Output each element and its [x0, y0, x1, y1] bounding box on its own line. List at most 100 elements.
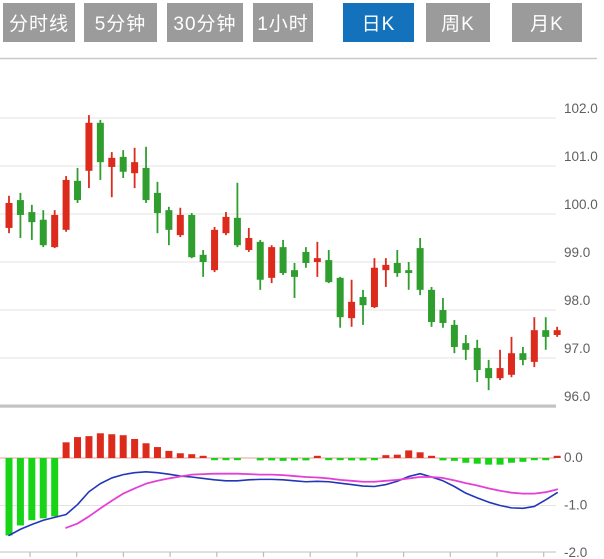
candle-body [370, 267, 378, 308]
macd-hist-bar [462, 458, 470, 463]
candle[interactable] [28, 204, 36, 240]
candle-body [530, 330, 538, 362]
macd-hist-bar [131, 439, 139, 458]
price-tick-label: 100.0 [564, 197, 598, 212]
macd-hist-bar [16, 458, 24, 526]
tab-daily[interactable]: 日K [343, 3, 414, 42]
candle[interactable] [553, 326, 561, 337]
candle[interactable] [119, 150, 127, 178]
macd-hist-bar [291, 458, 298, 461]
candle[interactable] [176, 207, 184, 238]
candle-body [348, 301, 356, 319]
candle[interactable] [153, 181, 161, 234]
candle-body [393, 262, 401, 274]
candle-body [462, 343, 470, 350]
candle[interactable] [108, 152, 116, 198]
candle[interactable] [473, 339, 481, 382]
candle-body [199, 254, 207, 262]
price-tick-label: 99.0 [564, 245, 590, 260]
candle[interactable] [96, 119, 104, 180]
tab-weekly[interactable]: 周K [426, 3, 490, 42]
candle[interactable] [5, 195, 13, 234]
candle-body [405, 270, 413, 274]
candle[interactable] [542, 317, 550, 350]
candle-body [39, 219, 47, 246]
candle[interactable] [85, 115, 93, 189]
candle[interactable] [462, 334, 470, 360]
candle[interactable] [211, 226, 219, 273]
candle[interactable] [245, 227, 253, 252]
tab-5min[interactable]: 5分钟 [84, 3, 157, 42]
tab-1hour[interactable]: 1小时 [253, 3, 313, 42]
candle-body [222, 216, 230, 234]
candle[interactable] [39, 210, 47, 248]
candle[interactable] [439, 298, 447, 328]
candle-body [85, 122, 93, 171]
candle[interactable] [405, 262, 413, 290]
candle-body [51, 214, 59, 248]
candle-body [211, 229, 219, 271]
candles [5, 115, 561, 391]
candle-body [473, 347, 481, 370]
macd-histogram [5, 433, 561, 536]
candle-body [496, 368, 504, 379]
price-gridlines [0, 117, 556, 359]
price-tick-label: 96.0 [564, 389, 590, 404]
tab-timeline[interactable]: 分时线 [3, 3, 75, 42]
macd-hist-bar [348, 458, 356, 461]
candle[interactable] [530, 317, 538, 368]
candle[interactable] [348, 279, 356, 327]
macd-hist-bar [313, 455, 321, 458]
tab-30min[interactable]: 30分钟 [167, 3, 243, 42]
candle-body [176, 214, 184, 236]
candle[interactable] [165, 206, 173, 246]
candle[interactable] [268, 245, 276, 284]
candle[interactable] [279, 239, 287, 275]
candle[interactable] [325, 250, 333, 284]
candle-body [313, 258, 321, 262]
candle-body [153, 192, 161, 214]
candle[interactable] [291, 262, 298, 298]
candle-body [439, 310, 447, 323]
macd-hist-bar [62, 442, 70, 458]
candle-body [553, 330, 561, 335]
candle[interactable] [416, 238, 424, 296]
candle[interactable] [233, 182, 241, 248]
candle[interactable] [188, 213, 196, 259]
candle[interactable] [199, 250, 207, 277]
candle[interactable] [370, 258, 378, 309]
candle-body [74, 180, 82, 201]
candle[interactable] [485, 359, 493, 391]
candle[interactable] [302, 247, 310, 268]
candle[interactable] [62, 176, 70, 232]
candle[interactable] [428, 286, 436, 327]
price-tick-label: 102.0 [564, 101, 598, 116]
candle[interactable] [51, 210, 59, 249]
macd-hist-bar [39, 458, 47, 519]
candle[interactable] [142, 146, 150, 203]
candle[interactable] [519, 346, 527, 366]
candle[interactable] [393, 250, 401, 277]
candle-body [16, 200, 24, 215]
tab-monthly[interactable]: 月K [512, 3, 582, 42]
macd-hist-bar [519, 458, 527, 462]
candle-body [302, 251, 310, 263]
macd-hist-bar [485, 458, 493, 465]
macd-hist-bar [428, 455, 436, 458]
candle[interactable] [131, 147, 139, 189]
candle[interactable] [256, 239, 264, 290]
candle[interactable] [382, 258, 390, 287]
candle-body [450, 324, 458, 347]
candle-body [5, 202, 13, 228]
candle[interactable] [359, 289, 367, 325]
candle[interactable] [336, 276, 344, 328]
macd-hist-bar [268, 458, 276, 461]
candle[interactable] [496, 349, 504, 381]
candle[interactable] [222, 212, 230, 236]
candle[interactable] [507, 336, 515, 378]
candle[interactable] [450, 320, 458, 354]
candle-body [142, 167, 150, 201]
candle[interactable] [313, 241, 321, 277]
candle[interactable] [16, 192, 24, 238]
candle[interactable] [74, 167, 82, 203]
